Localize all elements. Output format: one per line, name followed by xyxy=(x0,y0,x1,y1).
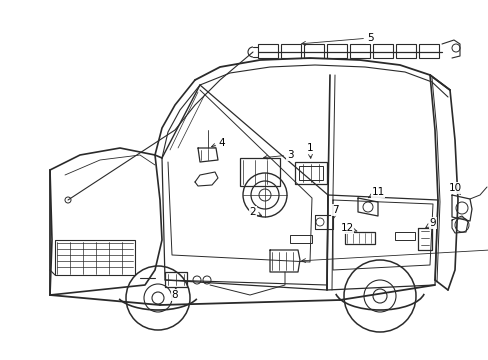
Text: 3: 3 xyxy=(263,150,293,160)
Text: 10: 10 xyxy=(447,183,461,194)
Bar xyxy=(258,44,278,58)
Text: 4: 4 xyxy=(211,138,225,148)
Bar xyxy=(394,232,414,240)
Bar xyxy=(55,240,135,275)
Text: 9: 9 xyxy=(425,218,435,228)
Bar xyxy=(240,158,280,186)
Text: 1: 1 xyxy=(306,143,313,158)
Bar xyxy=(294,162,326,184)
Bar xyxy=(298,166,323,180)
Text: 2: 2 xyxy=(249,207,261,217)
Bar xyxy=(304,44,324,58)
Text: 8: 8 xyxy=(171,288,178,300)
Text: 6: 6 xyxy=(301,243,488,262)
Bar xyxy=(418,44,438,58)
Text: 5: 5 xyxy=(301,33,372,45)
Bar xyxy=(289,235,311,243)
Text: 7: 7 xyxy=(331,205,338,219)
Text: 11: 11 xyxy=(367,187,384,198)
Bar xyxy=(326,44,346,58)
Bar xyxy=(345,232,374,244)
Text: 12: 12 xyxy=(340,223,356,233)
Bar xyxy=(372,44,392,58)
Bar xyxy=(395,44,415,58)
Bar xyxy=(281,44,301,58)
Bar xyxy=(349,44,369,58)
